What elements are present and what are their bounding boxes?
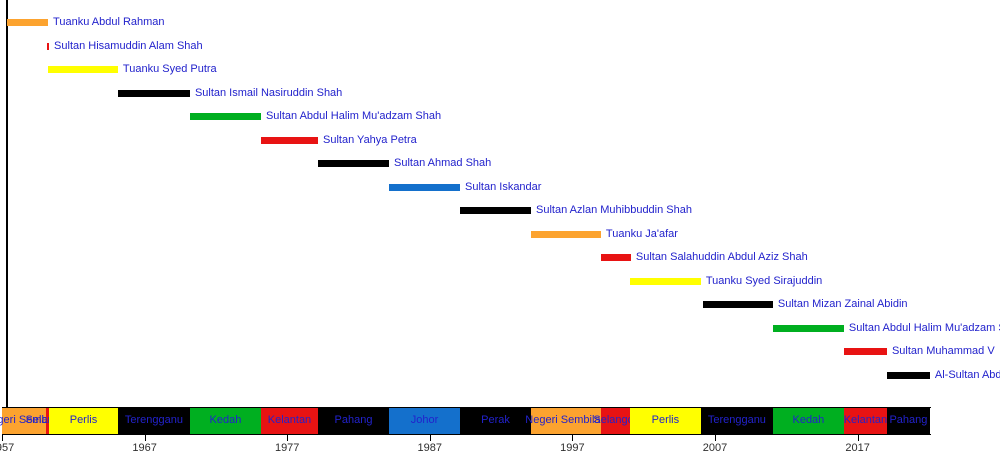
state-band-segment xyxy=(700,408,773,434)
state-band-segment xyxy=(49,408,118,434)
state-band-bottom-border xyxy=(2,434,931,435)
reign-bar xyxy=(460,207,532,214)
reign-bar xyxy=(6,19,49,26)
reign-bar xyxy=(260,136,318,144)
state-band-label: Selangor xyxy=(25,414,70,426)
reign-label: Tuanku Syed Putra xyxy=(122,63,217,75)
state-band-segment xyxy=(2,408,47,434)
state-band-segment xyxy=(772,408,844,434)
state-band-segment xyxy=(46,408,50,434)
state-band-segment xyxy=(460,408,532,434)
state-band-label: Kedah xyxy=(792,414,825,426)
state-band-segment xyxy=(531,408,601,434)
reign-bar xyxy=(600,254,631,261)
state-band-label: Kelantan xyxy=(267,414,312,426)
state-band-segment xyxy=(886,408,930,434)
reign-label: Tuanku Abdul Rahman xyxy=(53,16,165,28)
reign-label: Sultan Hisamuddin Alam Shah xyxy=(54,39,203,52)
reign-label: Sultan Azlan Muhibbuddin Shah xyxy=(536,204,692,216)
reign-label: Sultan Abdul Halim Mu'adzam Shah xyxy=(265,110,442,122)
reign-label: Al-Sultan Abdullah xyxy=(934,368,1000,381)
state-band-label: Pahang xyxy=(334,414,373,426)
state-band-segment xyxy=(629,408,701,434)
reign-label: Sultan Ahmad Shah xyxy=(394,157,492,169)
x-axis-tick-label: 1967 xyxy=(132,442,157,454)
x-axis-tick xyxy=(715,435,716,441)
state-band-label: Terengganu xyxy=(707,414,766,426)
x-axis-tick-label: 1957 xyxy=(0,442,15,454)
x-axis-tick-label: 1997 xyxy=(560,442,585,454)
reign-bar xyxy=(629,277,701,285)
state-band-label: Kelantan xyxy=(843,414,888,426)
x-axis-tick xyxy=(429,435,431,441)
state-band-segment xyxy=(389,408,461,434)
state-band-label: Perlis xyxy=(651,414,680,426)
reign-bar xyxy=(886,371,930,379)
state-band-label: Selangor xyxy=(593,414,638,426)
reign-label: Sultan Salahuddin Abdul Aziz Shah xyxy=(635,251,808,263)
x-axis-tick xyxy=(287,435,289,441)
state-band-label: Perlis xyxy=(69,414,98,426)
state-band-label: Terengganu xyxy=(124,414,183,426)
state-band-segment xyxy=(260,408,318,434)
reign-label: Sultan Muhammad V xyxy=(891,345,995,357)
state-band-label: Perak xyxy=(481,414,510,426)
state-band-label: Johor xyxy=(410,414,439,426)
x-axis-tick xyxy=(572,435,574,441)
state-band-label: Negeri Sembilan xyxy=(525,414,607,426)
y-axis-line xyxy=(6,0,8,407)
state-band-top-border xyxy=(2,407,931,408)
reign-bar xyxy=(47,42,50,50)
state-band-label: Negeri Sembilan xyxy=(0,414,65,426)
reign-label: Sultan Iskandar xyxy=(465,180,542,193)
state-band-label: Pahang xyxy=(889,414,928,426)
reign-bar xyxy=(117,89,190,97)
reign-bar xyxy=(531,230,601,238)
reign-bar xyxy=(843,348,887,355)
state-band-segment xyxy=(600,408,630,434)
state-band-segment xyxy=(318,408,389,434)
reign-bar xyxy=(318,160,389,167)
x-axis-tick xyxy=(857,435,859,441)
reign-label: Sultan Abdul Halim Mu'adzam Shah xyxy=(848,321,1000,334)
state-band-segment xyxy=(189,408,261,434)
state-band-segment xyxy=(843,408,887,434)
x-axis-tick xyxy=(144,435,146,441)
reign-bar xyxy=(48,66,118,73)
x-axis-tick-label: 1977 xyxy=(274,442,300,454)
reign-bar xyxy=(189,113,261,120)
reign-label: Tuanku Ja'afar xyxy=(605,227,678,240)
x-axis-tick-label: 2007 xyxy=(702,442,728,454)
x-axis-tick-label: 1987 xyxy=(417,442,443,454)
x-axis-tick xyxy=(2,435,3,441)
reign-label: Sultan Yahya Petra xyxy=(323,133,417,146)
x-axis-tick-label: 2017 xyxy=(845,442,870,454)
reign-bar xyxy=(389,183,461,191)
reign-bar xyxy=(703,301,773,308)
reign-label: Sultan Mizan Zainal Abidin xyxy=(777,298,908,310)
reign-label: Tuanku Syed Sirajuddin xyxy=(705,274,823,287)
reign-bar xyxy=(772,324,844,332)
state-band-label: Kedah xyxy=(209,414,242,426)
reign-label: Sultan Ismail Nasiruddin Shah xyxy=(194,86,343,99)
state-band-segment xyxy=(117,408,190,434)
